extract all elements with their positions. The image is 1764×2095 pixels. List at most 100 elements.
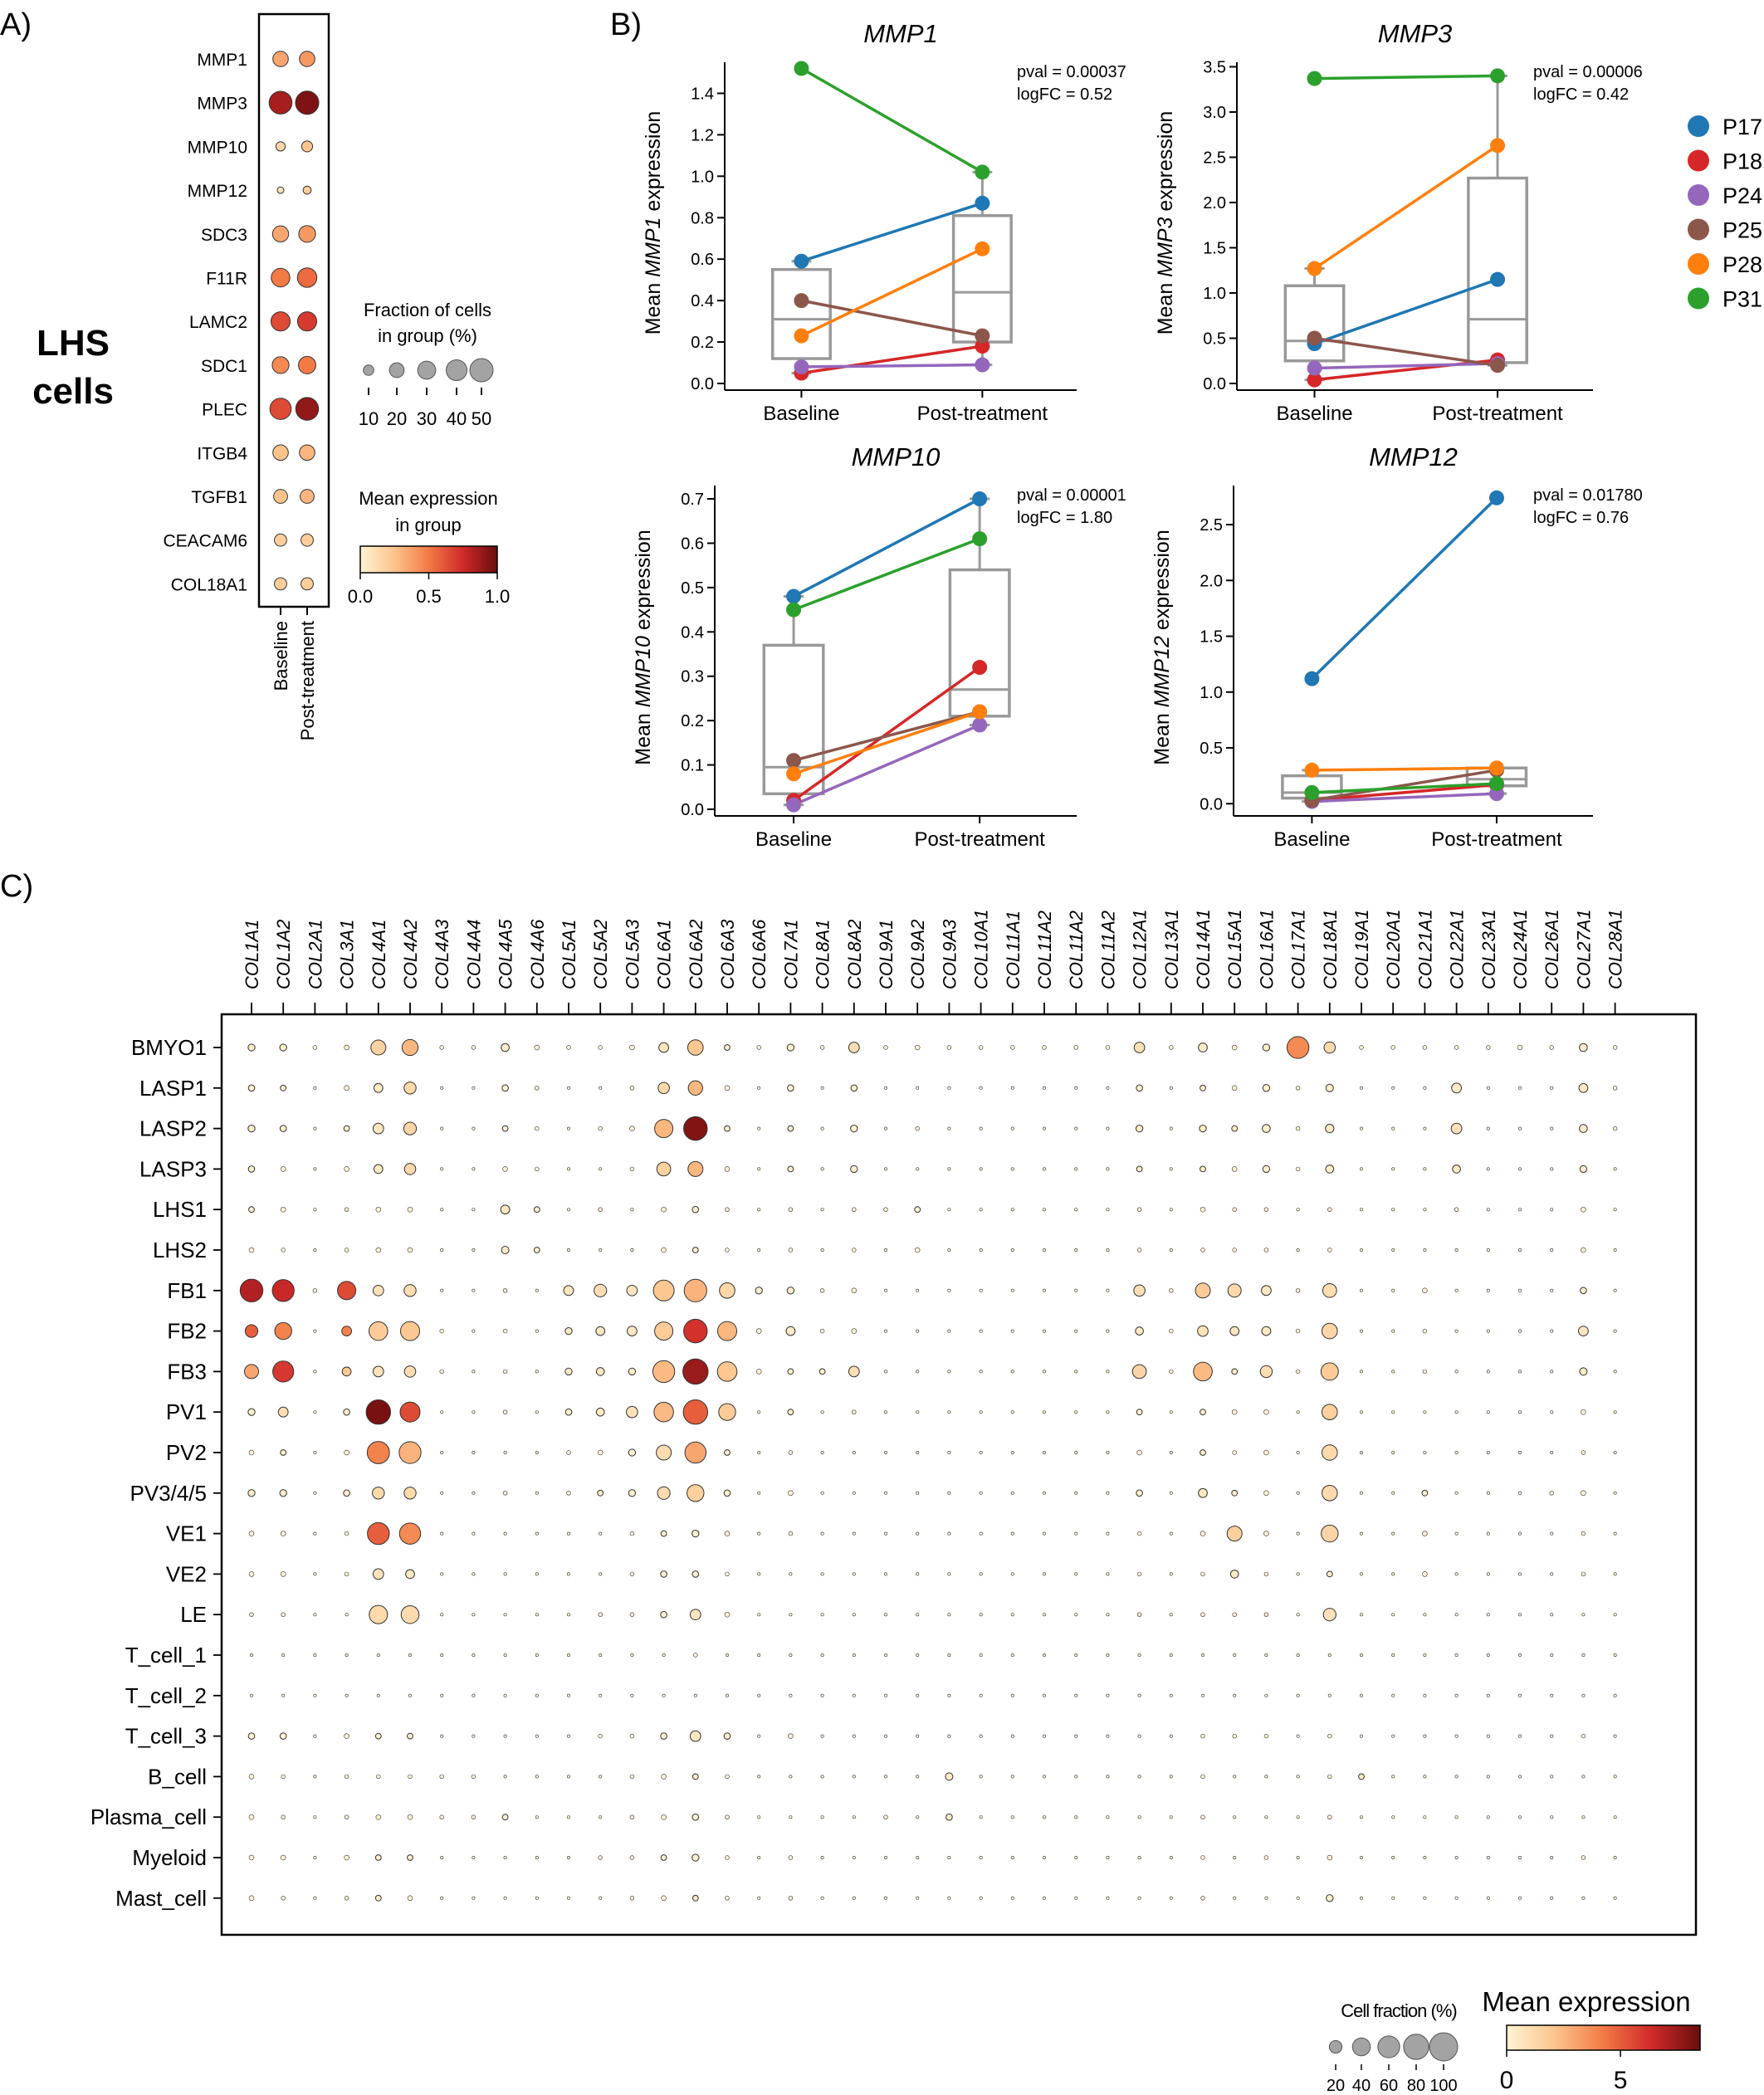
c-dot xyxy=(1486,1208,1490,1212)
c-dot xyxy=(598,1207,603,1212)
c-dot xyxy=(1613,1370,1617,1374)
c-dot xyxy=(851,1328,858,1334)
c-dot xyxy=(1010,1167,1014,1171)
c-dot xyxy=(1198,1487,1208,1498)
c-dot xyxy=(916,1653,920,1658)
c-dot xyxy=(535,1693,539,1697)
c-dot xyxy=(1486,1896,1490,1900)
a-dot xyxy=(272,51,289,67)
c-dot xyxy=(1454,1329,1459,1333)
c-dot xyxy=(407,1732,413,1740)
c-dot xyxy=(1486,1370,1490,1374)
panel-a-dotplot: LHS cells MMP1 MMP3 MMP10 MMP12 SDC3 F11R LAMC… xyxy=(32,12,510,740)
a-dot xyxy=(275,141,286,152)
c-dot xyxy=(1136,1531,1142,1536)
c-dot xyxy=(789,1775,793,1779)
c-dot xyxy=(916,1451,920,1455)
c-dot xyxy=(1263,1449,1269,1456)
c-dot xyxy=(1391,1329,1395,1333)
b-patient-line xyxy=(1313,144,1499,271)
c-dot xyxy=(979,1086,983,1090)
c-dot xyxy=(1320,1362,1339,1381)
b-y-tick-label: 0.0 xyxy=(1200,795,1223,813)
c-dot xyxy=(1518,1815,1522,1819)
c-dot xyxy=(658,1042,669,1053)
b-patient-line xyxy=(1312,766,1497,772)
c-dot xyxy=(1423,1410,1427,1414)
c-dot xyxy=(1423,1248,1427,1253)
c-dot xyxy=(1296,1856,1300,1860)
a-dot xyxy=(301,533,314,547)
c-dot xyxy=(1074,1248,1078,1253)
c-dot xyxy=(1550,1248,1554,1253)
c-dot xyxy=(757,1208,761,1212)
c-dot xyxy=(1133,1042,1146,1053)
c-dot xyxy=(1613,1815,1617,1819)
c-dot xyxy=(1169,1613,1173,1617)
c-dot xyxy=(1454,1896,1459,1900)
c-dot xyxy=(535,1451,539,1455)
c-dot xyxy=(1613,1248,1617,1253)
c-dot xyxy=(947,1167,951,1171)
c-dot xyxy=(1137,1896,1141,1900)
c-dot xyxy=(408,1693,412,1697)
c-dot xyxy=(440,1167,444,1171)
c-dot xyxy=(660,1570,667,1578)
b-subplot-title: MMP10 xyxy=(852,442,941,471)
c-dot xyxy=(344,1854,349,1861)
c-dot xyxy=(1360,1572,1364,1576)
c-dot xyxy=(535,1410,539,1414)
c-cell-type-label: Plasma_cell xyxy=(90,1804,207,1829)
c-dot xyxy=(1074,1167,1078,1171)
c-dot xyxy=(724,1044,731,1051)
c-dot xyxy=(852,1207,857,1212)
a-group-label: Baseline xyxy=(271,621,291,691)
c-dot xyxy=(598,1045,603,1050)
c-gene-label: COL17A1 xyxy=(1288,909,1309,989)
c-dot xyxy=(630,1248,634,1253)
c-dot xyxy=(566,1450,571,1455)
legend-marker-p25 xyxy=(1688,218,1709,241)
b-x-tick-label: Baseline xyxy=(763,403,839,425)
b-patient-line xyxy=(801,299,983,338)
c-gene-label: COL19A1 xyxy=(1351,909,1372,989)
c-dot xyxy=(629,1531,635,1536)
c-dot xyxy=(1231,1166,1238,1172)
c-dot xyxy=(1262,1043,1271,1052)
c-dot xyxy=(691,1529,700,1538)
a-size-legend-dot xyxy=(445,359,468,382)
b-y-label-suffix: expression xyxy=(1154,111,1177,217)
c-dot xyxy=(1486,1410,1490,1414)
c-dot xyxy=(1391,1288,1395,1292)
c-dot xyxy=(440,1410,444,1414)
c-dot xyxy=(1200,1449,1206,1456)
panel-b-box-plots: 0.0 0.2 0.4 0.6 0.8 1.0 1.2 1.4 Baseline Post-tre… xyxy=(632,19,1643,851)
c-dot xyxy=(564,1326,573,1336)
c-dot xyxy=(1106,1451,1110,1455)
c-dot xyxy=(1010,1086,1014,1090)
legend-label-p24: P24 xyxy=(1722,183,1762,208)
b-logfc: logFC = 1.80 xyxy=(1017,509,1112,527)
c-dot xyxy=(629,1896,635,1901)
b-subplot-mmp1: 0.0 0.2 0.4 0.6 0.8 1.0 1.2 1.4 Baseline Post-tre… xyxy=(642,19,1126,425)
c-dot xyxy=(1074,1491,1078,1495)
c-gene-label: COL5A1 xyxy=(559,920,579,989)
c-gene-label: COL4A1 xyxy=(369,920,389,989)
c-gene-label: COL4A6 xyxy=(527,919,548,989)
c-dot xyxy=(372,1365,384,1378)
c-dot xyxy=(1550,1126,1554,1131)
b-patient-line xyxy=(1311,496,1498,680)
c-dot xyxy=(344,1653,349,1658)
b-y-label-prefix: Mean xyxy=(642,277,665,335)
c-dot xyxy=(724,1449,731,1456)
c-dot xyxy=(1580,1287,1587,1295)
c-dot xyxy=(1010,1451,1014,1455)
c-dot xyxy=(1326,1570,1333,1578)
b-x-tick-label: Baseline xyxy=(1276,403,1352,425)
c-dot xyxy=(788,1855,794,1860)
c-dot xyxy=(654,1321,674,1341)
c-dot xyxy=(820,1896,824,1900)
c-dot xyxy=(1423,1775,1427,1779)
c-dot xyxy=(1262,1124,1271,1133)
c-dot xyxy=(947,1208,951,1212)
